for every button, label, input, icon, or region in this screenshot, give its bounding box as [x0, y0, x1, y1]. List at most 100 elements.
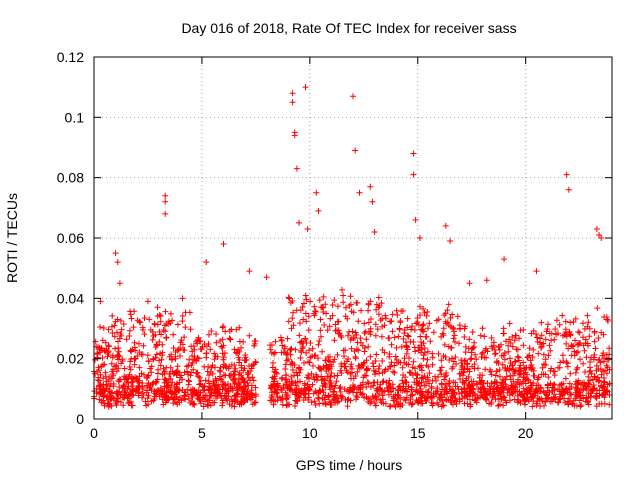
- data-point: [403, 394, 410, 401]
- data-point: [193, 370, 200, 377]
- data-point: [375, 311, 382, 318]
- data-point: [557, 391, 564, 398]
- data-point: [473, 356, 480, 363]
- data-point-peak: [565, 186, 572, 193]
- data-point: [380, 400, 387, 407]
- data-point: [151, 320, 158, 327]
- data-point: [289, 366, 296, 373]
- data-point: [496, 343, 503, 350]
- data-point: [190, 366, 197, 373]
- data-point: [439, 397, 446, 404]
- y-tick-label: 0.06: [57, 230, 84, 246]
- data-point: [106, 389, 113, 396]
- data-point: [479, 383, 486, 390]
- data-point: [148, 363, 155, 370]
- data-point: [268, 394, 275, 401]
- data-point: [514, 392, 521, 399]
- data-point: [580, 360, 587, 367]
- data-point: [425, 389, 432, 396]
- data-point: [423, 398, 430, 405]
- data-point: [272, 369, 279, 376]
- data-point: [118, 326, 125, 333]
- data-point: [483, 396, 490, 403]
- data-point: [157, 318, 164, 325]
- data-point: [576, 340, 583, 347]
- data-point: [310, 362, 317, 369]
- data-point: [322, 400, 329, 407]
- data-point: [109, 312, 116, 319]
- data-point: [112, 345, 119, 352]
- data-point: [376, 363, 383, 370]
- data-point: [249, 392, 256, 399]
- data-point: [139, 394, 146, 401]
- data-point: [424, 356, 431, 363]
- data-point: [478, 389, 485, 396]
- data-point: [334, 303, 341, 310]
- data-point: [558, 381, 565, 388]
- data-point: [544, 384, 551, 391]
- data-point: [475, 394, 482, 401]
- data-point: [419, 326, 426, 333]
- data-point: [577, 356, 584, 363]
- data-point: [152, 379, 159, 386]
- data-point: [185, 362, 192, 369]
- data-point: [420, 305, 427, 312]
- data-point: [598, 329, 605, 336]
- data-point: [440, 332, 447, 339]
- data-point: [587, 393, 594, 400]
- data-point: [586, 377, 593, 384]
- data-point: [478, 350, 485, 357]
- data-point: [349, 328, 356, 335]
- data-point: [559, 312, 566, 319]
- data-point: [120, 402, 127, 409]
- data-point: [388, 341, 395, 348]
- data-point: [573, 366, 580, 373]
- data-point: [169, 317, 176, 324]
- data-point: [335, 318, 342, 325]
- data-point: [403, 343, 410, 350]
- data-point: [591, 351, 598, 358]
- data-point: [538, 344, 545, 351]
- data-point: [515, 376, 522, 383]
- data-point: [127, 311, 134, 318]
- data-point: [506, 392, 513, 399]
- data-point: [600, 391, 607, 398]
- data-point: [418, 339, 425, 346]
- data-point: [498, 352, 505, 359]
- data-point: [551, 336, 558, 343]
- data-point: [303, 318, 310, 325]
- data-point-peak: [352, 147, 359, 154]
- data-point: [305, 372, 312, 379]
- data-point: [581, 347, 588, 354]
- data-point: [588, 354, 595, 361]
- data-point: [404, 346, 411, 353]
- data-point: [331, 373, 338, 380]
- data-point: [515, 335, 522, 342]
- data-point: [208, 364, 215, 371]
- data-point: [594, 305, 601, 312]
- data-point: [415, 380, 422, 387]
- data-point: [155, 366, 162, 373]
- data-point: [456, 370, 463, 377]
- data-point: [382, 315, 389, 322]
- data-point: [153, 351, 160, 358]
- data-point: [583, 386, 590, 393]
- data-point: [284, 401, 291, 408]
- data-point: [382, 312, 389, 319]
- data-point: [316, 297, 323, 304]
- data-point: [108, 360, 115, 367]
- data-point: [373, 301, 380, 308]
- data-point: [383, 379, 390, 386]
- data-point: [335, 330, 342, 337]
- data-point: [181, 334, 188, 341]
- data-point: [562, 318, 569, 325]
- data-point: [537, 384, 544, 391]
- data-point: [598, 383, 605, 390]
- data-point: [397, 359, 404, 366]
- data-point: [585, 380, 592, 387]
- data-point: [441, 376, 448, 383]
- data-point: [570, 397, 577, 404]
- data-point: [363, 393, 370, 400]
- data-point: [394, 311, 401, 318]
- data-point: [555, 386, 562, 393]
